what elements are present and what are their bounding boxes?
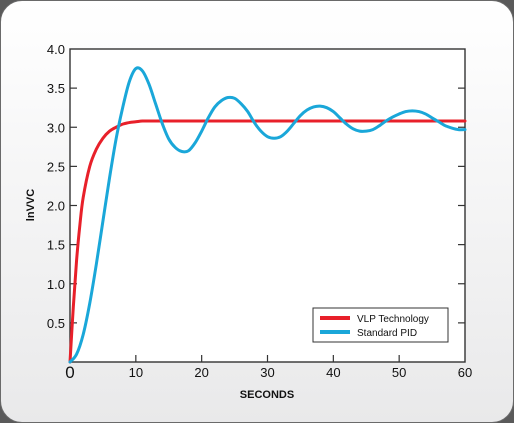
y-tick-label: 3.5 [47, 81, 65, 96]
series-line-standard-pid [68, 66, 467, 364]
legend-box [312, 307, 449, 343]
series-line-vlp-technology [68, 119, 467, 364]
series-layer [68, 66, 467, 364]
x-tick-label: 50 [392, 365, 406, 380]
y-tick-label: 1.5 [47, 238, 65, 253]
y-tick-label: 2.5 [47, 159, 65, 174]
y-tick-label: 4.0 [47, 42, 65, 57]
y-tick-label: 1.0 [47, 277, 65, 292]
x-tick-label: 20 [194, 365, 208, 380]
x-tick-label: 10 [129, 365, 143, 380]
legend-label-pid: Standard PID [357, 328, 417, 339]
tick-layer: 0 10 20 30 40 50 60 0.5 1.0 1.5 2.0 2.5 3.0 3.5 4.0 [47, 42, 472, 382]
x-tick-label: 30 [260, 365, 274, 380]
y-tick-label: 2.0 [47, 199, 65, 214]
x-tick-label: 60 [458, 365, 472, 380]
y-axis-title: lnVVC [25, 189, 37, 221]
x-tick-label: 0 [65, 363, 74, 382]
legend: VLP Technology Standard PID [312, 307, 449, 343]
legend-label-vlp: VLP Technology [357, 314, 429, 325]
x-tick-label: 40 [326, 365, 340, 380]
x-axis-title: SECONDS [240, 389, 294, 401]
y-tick-label: 3.0 [47, 120, 65, 135]
y-tick-label: 0.5 [47, 316, 65, 331]
